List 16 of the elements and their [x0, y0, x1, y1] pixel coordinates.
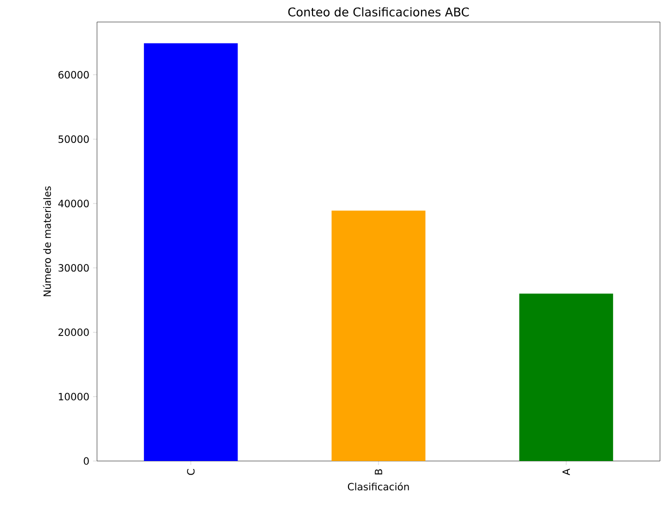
y-tick-label: 20000 — [58, 328, 89, 336]
y-tick-label: 10000 — [58, 392, 89, 400]
bar — [144, 43, 238, 461]
y-tick-label: 30000 — [58, 264, 89, 272]
y-tick-label: 60000 — [58, 71, 89, 79]
x-tick-label: A — [562, 468, 570, 476]
chart-title: Conteo de Clasificaciones ABC — [288, 7, 469, 17]
y-tick-label: 50000 — [58, 135, 89, 143]
x-tick-label: B — [374, 469, 382, 474]
y-tick-label: 0 — [84, 457, 89, 465]
bar — [332, 210, 426, 461]
x-axis-title: Clasificación — [348, 482, 409, 490]
y-axis-title: Número de materiales — [42, 186, 51, 296]
y-tick-label: 40000 — [58, 200, 89, 208]
x-tick-label: C — [187, 469, 195, 475]
bar — [519, 294, 614, 461]
